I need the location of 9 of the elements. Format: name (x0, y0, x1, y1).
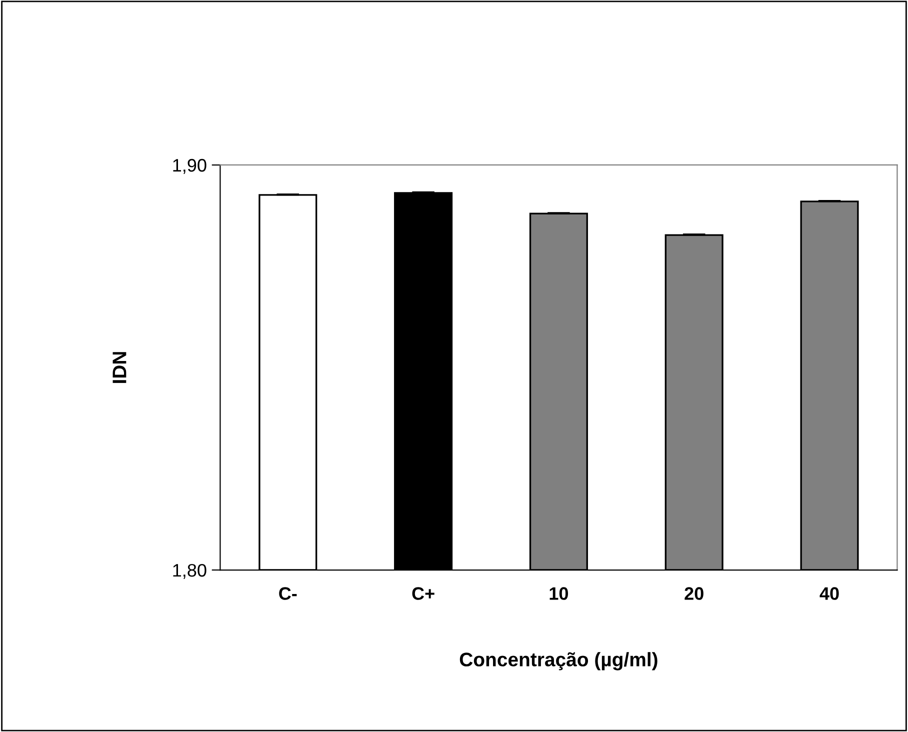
x-tick-label: 10 (550, 587, 568, 600)
x-tick-label: C+ (412, 587, 434, 600)
x-tick-label: 40 (820, 587, 839, 600)
y-tick-label: 1,90 (173, 158, 206, 174)
x-tick-label: 20 (684, 587, 704, 600)
y-axis-title: IDN (112, 352, 126, 383)
x-axis-title: Concentração (µg/ml) (460, 652, 658, 670)
x-tick-label: C- (279, 587, 297, 600)
y-tick-label: 1,80 (173, 564, 206, 579)
